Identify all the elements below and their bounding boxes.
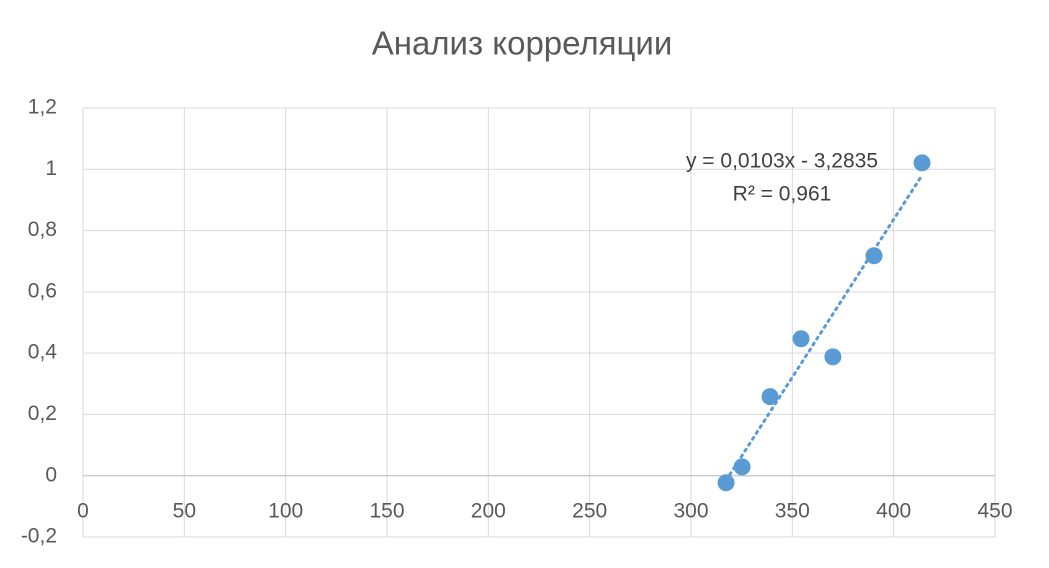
point <box>824 348 842 366</box>
x-tick-label: 0 <box>77 499 89 522</box>
point <box>865 247 883 265</box>
x-tick-label: 50 <box>173 499 196 522</box>
y-tick-label: 0,6 <box>28 279 57 302</box>
x-tick-label: 400 <box>876 499 911 522</box>
x-tick-label: 350 <box>775 499 810 522</box>
y-tick-label: 0,2 <box>28 402 57 425</box>
trendline-equation: y = 0,0103x - 3,2835 <box>686 150 878 173</box>
y-tick-label: 0,4 <box>28 341 58 364</box>
point <box>761 388 779 406</box>
x-tick-label: 150 <box>369 499 404 522</box>
chart-title: Анализ корреляции <box>372 25 673 62</box>
point <box>913 154 931 172</box>
x-tick-label: 100 <box>268 499 303 522</box>
x-tick-label: 300 <box>673 499 708 522</box>
trendline <box>724 173 924 482</box>
y-tick-label: 1,2 <box>28 96 57 119</box>
y-tick-label: 0,8 <box>28 218 57 241</box>
trendline-r2: R² = 0,961 <box>733 183 832 206</box>
point <box>733 458 751 476</box>
x-tick-label: 250 <box>572 499 607 522</box>
x-tick-label: 450 <box>977 499 1012 522</box>
y-tick-label: 0 <box>45 463 57 486</box>
point <box>717 474 735 492</box>
x-tick-label: 200 <box>471 499 506 522</box>
y-tick-label: -0,2 <box>21 525 57 548</box>
y-tick-label: 1 <box>45 157 57 180</box>
point <box>792 330 810 348</box>
